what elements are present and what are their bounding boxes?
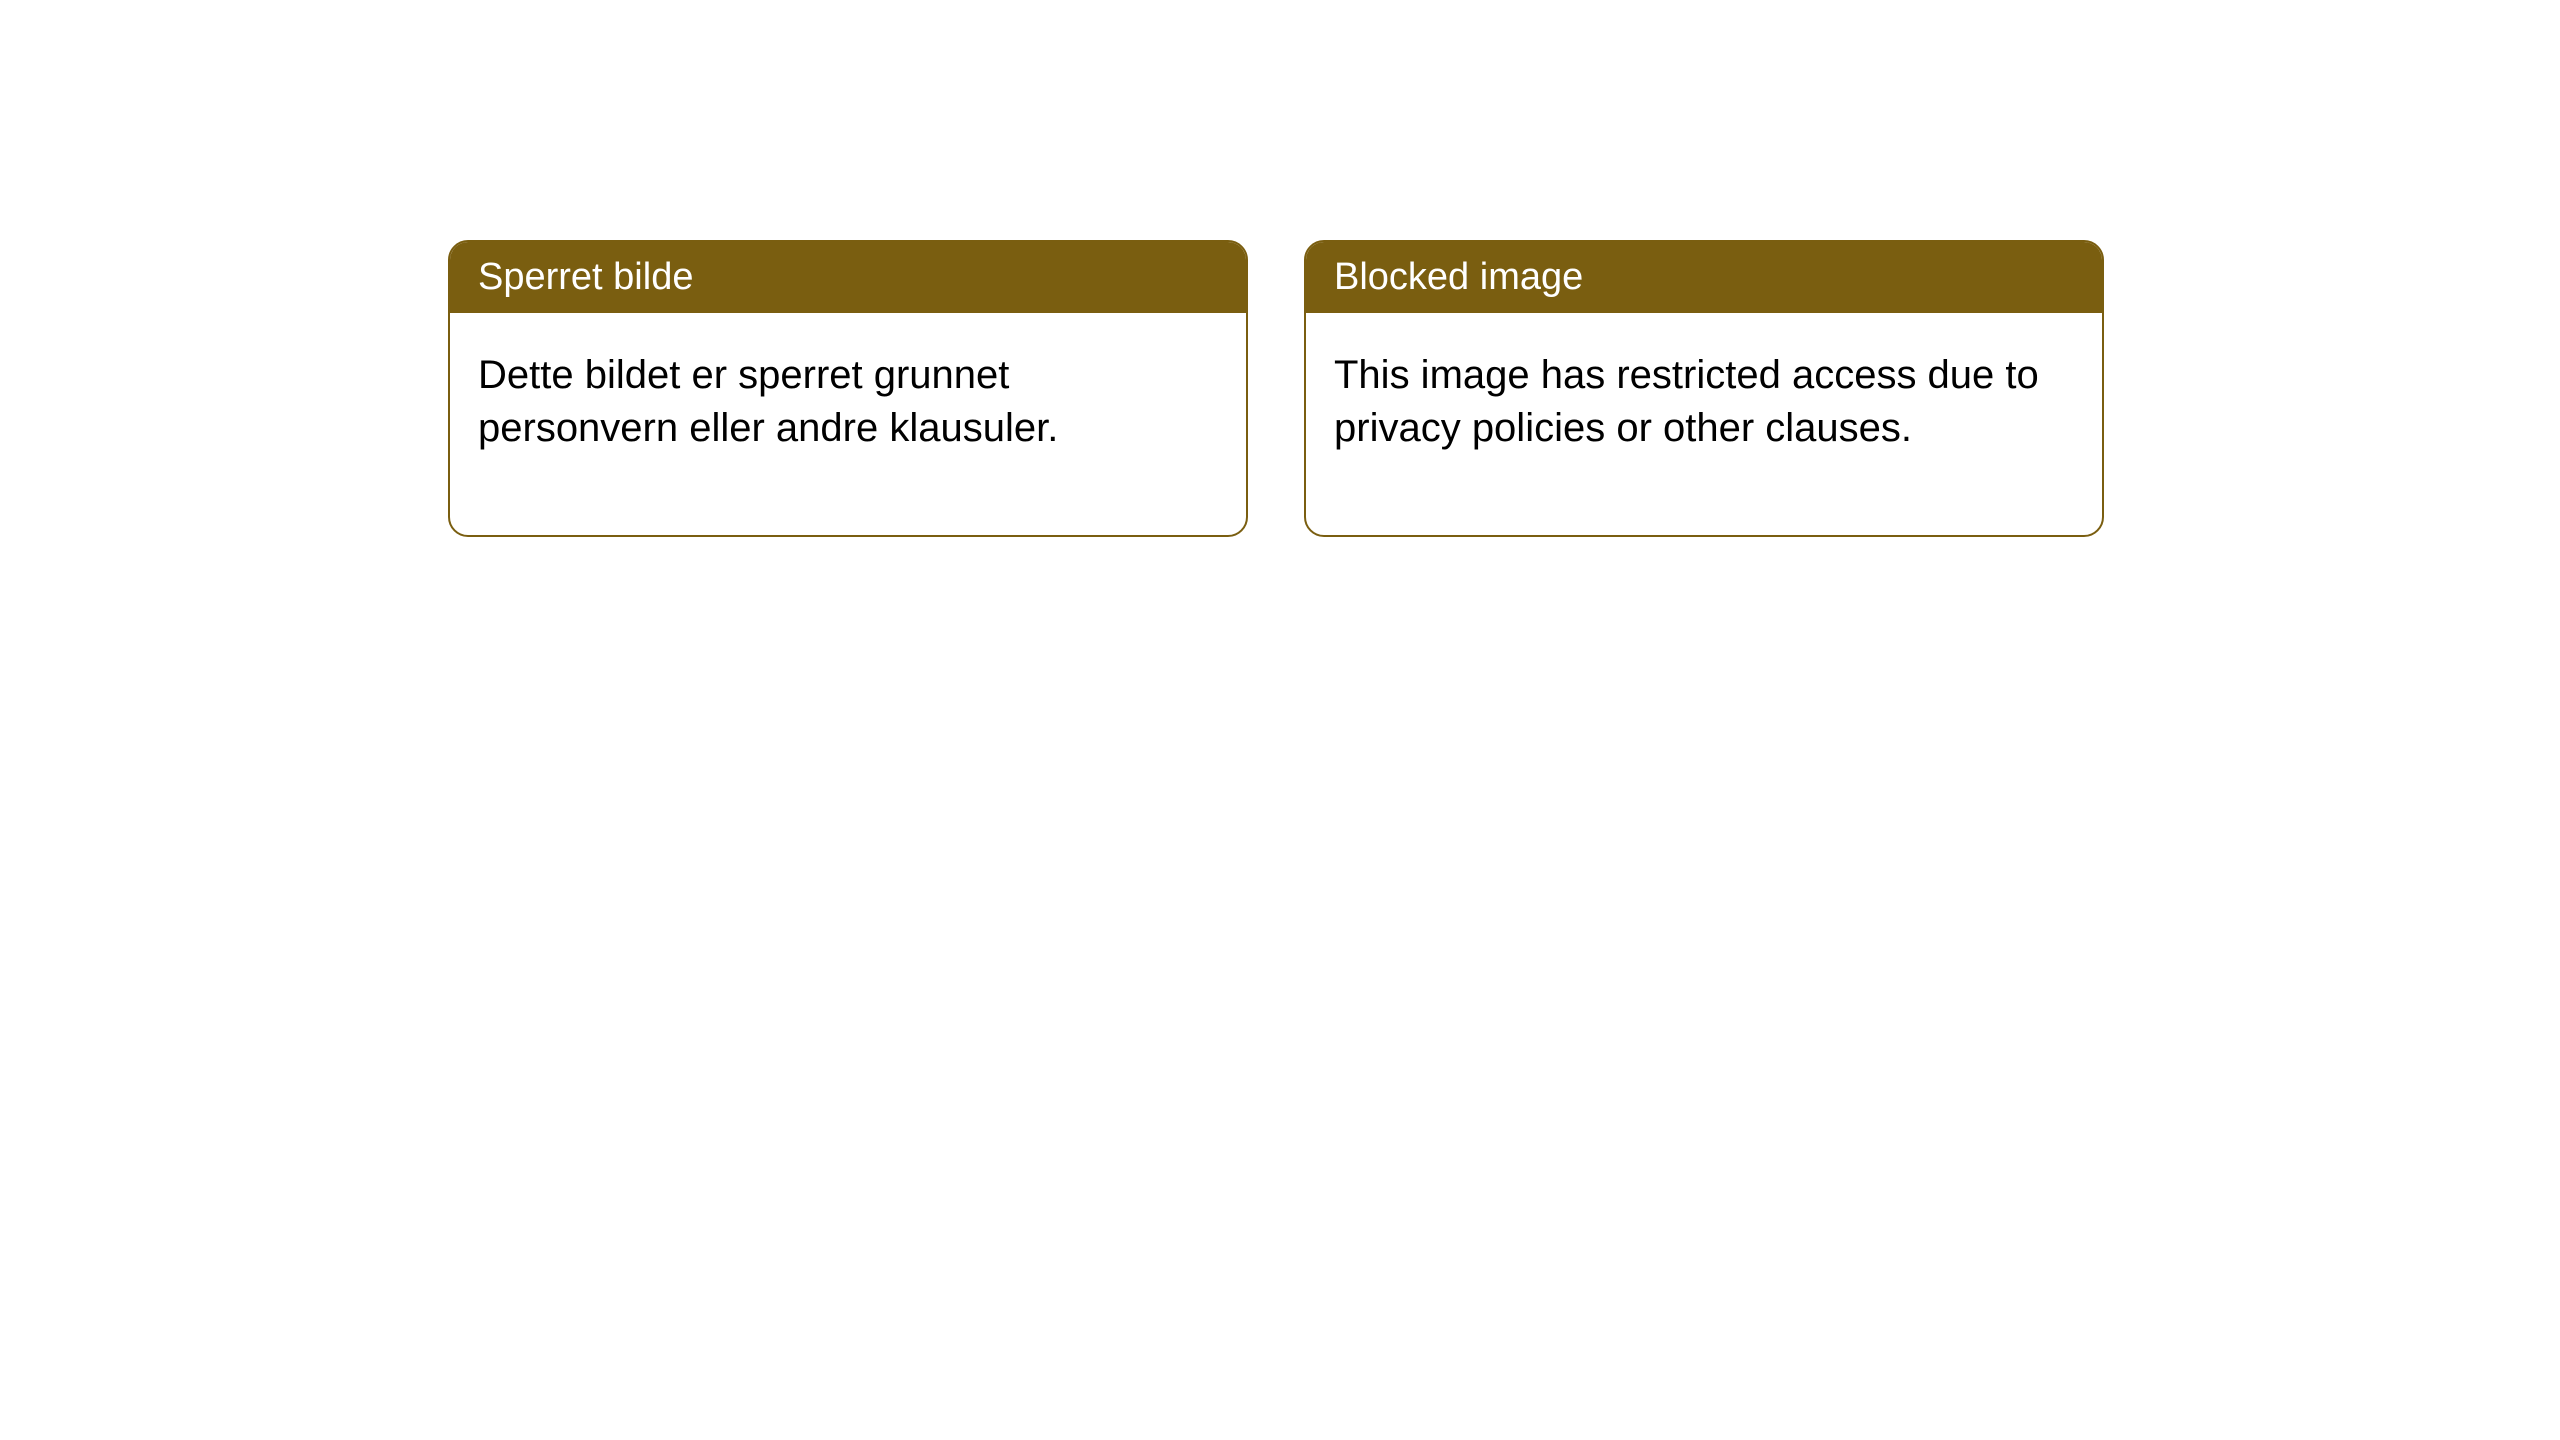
- card-body-text: Dette bildet er sperret grunnet personve…: [478, 353, 1058, 450]
- card-header-text: Sperret bilde: [478, 256, 693, 298]
- notice-card-norwegian: Sperret bilde Dette bildet er sperret gr…: [448, 240, 1248, 537]
- card-header: Sperret bilde: [450, 242, 1246, 313]
- card-header-text: Blocked image: [1334, 256, 1583, 298]
- card-body: Dette bildet er sperret grunnet personve…: [450, 313, 1246, 535]
- card-body: This image has restricted access due to …: [1306, 313, 2102, 535]
- card-header: Blocked image: [1306, 242, 2102, 313]
- notice-cards-container: Sperret bilde Dette bildet er sperret gr…: [448, 240, 2104, 537]
- card-body-text: This image has restricted access due to …: [1334, 353, 2039, 450]
- notice-card-english: Blocked image This image has restricted …: [1304, 240, 2104, 537]
